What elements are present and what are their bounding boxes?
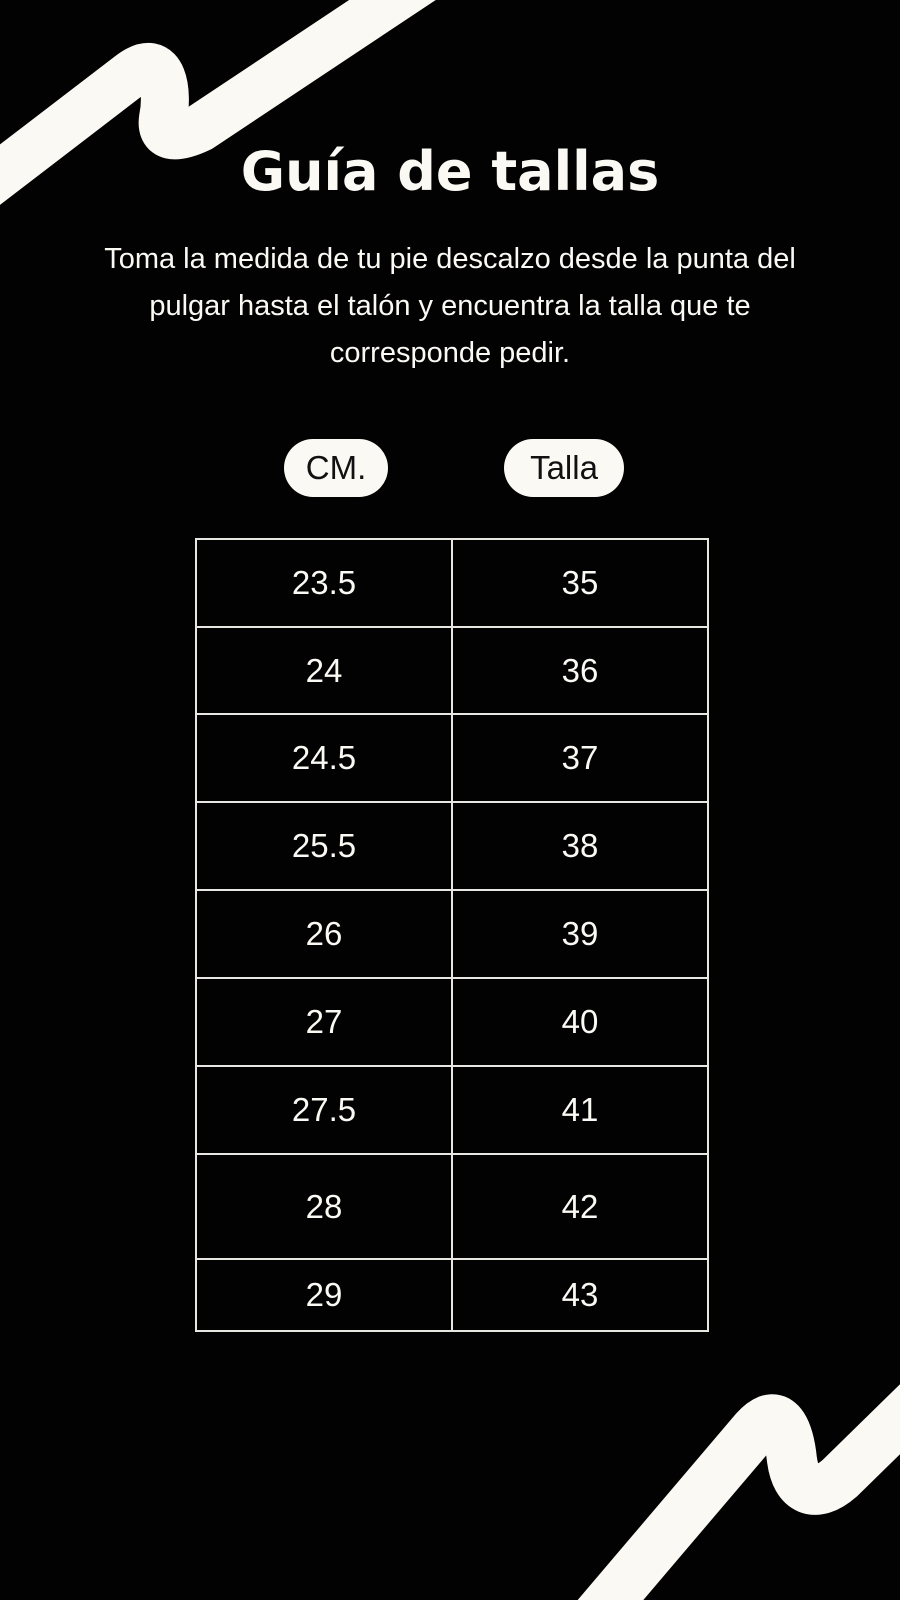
cell-cm: 29 (195, 1258, 453, 1332)
instructions: Toma la medida de tu pie descalzo desde … (104, 243, 796, 369)
size-table: 23.5 35 24 36 24.5 37 25.5 38 26 39 27 40 27.5 41 28 42… (195, 538, 709, 1332)
cell-size: 36 (451, 626, 709, 715)
table-row: 24.5 37 (195, 713, 709, 803)
header-size: Talla (504, 439, 624, 497)
cell-cm: 23.5 (195, 538, 453, 628)
cell-cm: 26 (195, 889, 453, 979)
cell-size: 43 (451, 1258, 709, 1332)
cell-size: 42 (451, 1153, 709, 1260)
cell-size: 41 (451, 1065, 709, 1155)
table-row: 26 39 (195, 889, 709, 979)
cell-cm: 24 (195, 626, 453, 715)
table-row: 23.5 35 (195, 538, 709, 628)
cell-cm: 25.5 (195, 801, 453, 891)
cell-size: 39 (451, 889, 709, 979)
page-title: Guía de tallas (240, 140, 660, 203)
cell-cm: 28 (195, 1153, 453, 1260)
squiggle-top-left (0, 0, 436, 205)
table-row: 27.5 41 (195, 1065, 709, 1155)
table-row: 25.5 38 (195, 801, 709, 891)
cell-cm: 24.5 (195, 713, 453, 803)
table-row: 28 42 (195, 1153, 709, 1260)
table-row: 24 36 (195, 626, 709, 715)
header-cm: CM. (284, 439, 388, 497)
table-row: 29 43 (195, 1258, 709, 1332)
cell-size: 40 (451, 977, 709, 1067)
squiggle-bottom-right (577, 1384, 900, 1600)
cell-cm: 27 (195, 977, 453, 1067)
cell-cm: 27.5 (195, 1065, 453, 1155)
cell-size: 38 (451, 801, 709, 891)
cell-size: 37 (451, 713, 709, 803)
table-row: 27 40 (195, 977, 709, 1067)
cell-size: 35 (451, 538, 709, 628)
